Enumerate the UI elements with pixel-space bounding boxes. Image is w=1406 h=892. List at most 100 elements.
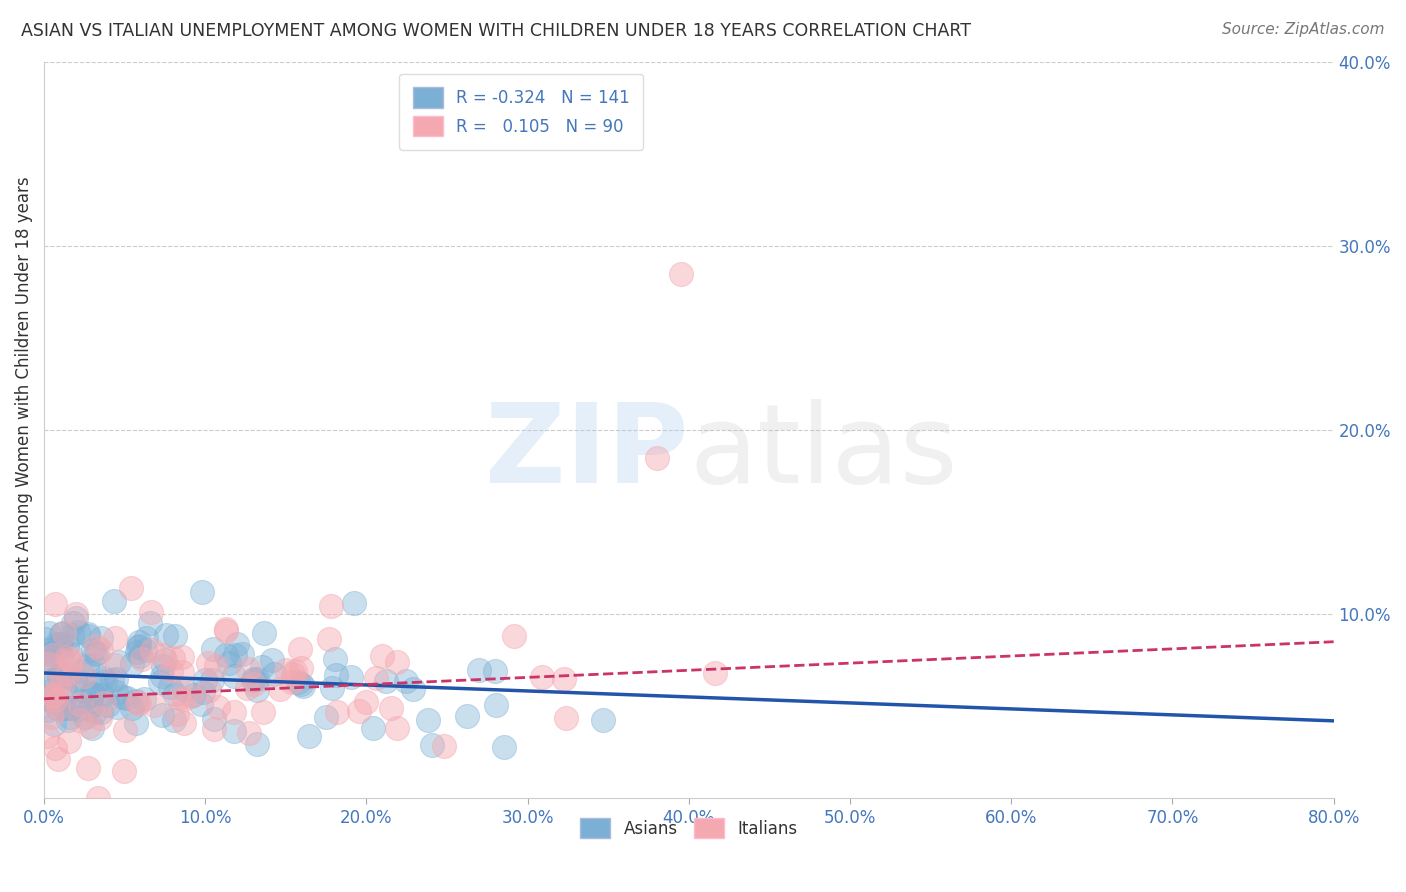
Asians xyxy=(592,713,614,727)
Asians xyxy=(121,657,143,671)
Asians xyxy=(129,648,152,663)
Asians xyxy=(38,626,60,640)
Italians xyxy=(39,709,62,723)
Asians xyxy=(125,694,148,708)
Asians xyxy=(97,698,120,713)
Asians xyxy=(55,686,77,700)
Asians xyxy=(420,738,443,752)
Asians xyxy=(224,723,246,738)
Asians xyxy=(135,632,157,646)
Asians xyxy=(42,673,65,687)
Italians xyxy=(51,678,73,692)
Asians xyxy=(48,637,70,651)
Italians xyxy=(73,669,96,683)
Asians xyxy=(243,672,266,686)
Asians xyxy=(315,710,337,724)
Italians xyxy=(84,639,107,653)
Asians xyxy=(127,640,149,654)
Italians xyxy=(125,696,148,710)
Asians xyxy=(340,670,363,684)
Asians xyxy=(150,707,173,722)
Asians xyxy=(225,637,247,651)
Italians xyxy=(46,701,69,715)
Asians xyxy=(215,648,238,662)
Asians xyxy=(91,688,114,702)
Asians xyxy=(139,616,162,631)
Asians xyxy=(105,700,128,714)
Asians xyxy=(49,627,72,641)
Asians xyxy=(42,654,65,668)
Italians xyxy=(214,624,236,639)
Italians xyxy=(319,599,342,613)
Italians xyxy=(703,665,725,680)
Asians xyxy=(111,690,134,705)
Asians xyxy=(73,710,96,724)
Italians xyxy=(380,701,402,715)
Asians xyxy=(456,709,478,723)
Asians xyxy=(231,647,253,661)
Text: Source: ZipAtlas.com: Source: ZipAtlas.com xyxy=(1222,22,1385,37)
Italians xyxy=(645,450,668,465)
Italians xyxy=(46,752,69,766)
Asians xyxy=(190,697,212,711)
Italians xyxy=(172,665,194,679)
Italians xyxy=(669,267,692,281)
Asians xyxy=(76,658,98,673)
Asians xyxy=(153,653,176,667)
Asians xyxy=(58,713,80,727)
Asians xyxy=(37,703,59,717)
Italians xyxy=(385,721,408,735)
Italians xyxy=(79,719,101,733)
Italians xyxy=(46,679,69,693)
Asians xyxy=(298,729,321,743)
Asians xyxy=(224,669,246,683)
Asians xyxy=(39,683,62,698)
Asians xyxy=(159,680,181,694)
Asians xyxy=(263,666,285,681)
Asians xyxy=(77,702,100,716)
Italians xyxy=(89,711,111,725)
Italians xyxy=(224,705,246,719)
Asians xyxy=(34,632,56,646)
Italians xyxy=(541,101,564,115)
Italians xyxy=(42,688,65,702)
Asians xyxy=(181,688,204,702)
Asians xyxy=(128,635,150,649)
Italians xyxy=(385,656,408,670)
Asians xyxy=(83,647,105,661)
Italians xyxy=(242,677,264,691)
Asians xyxy=(84,677,107,691)
Italians xyxy=(207,700,229,714)
Asians xyxy=(121,701,143,715)
Text: atlas: atlas xyxy=(689,399,957,506)
Asians xyxy=(55,640,77,654)
Italians xyxy=(44,597,66,611)
Asians xyxy=(224,648,246,662)
Asians xyxy=(90,705,112,719)
Asians xyxy=(48,669,70,683)
Asians xyxy=(173,682,195,697)
Asians xyxy=(86,646,108,660)
Italians xyxy=(142,698,165,712)
Italians xyxy=(236,681,259,696)
Italians xyxy=(60,655,83,669)
Italians xyxy=(349,704,371,718)
Asians xyxy=(80,698,103,713)
Asians xyxy=(59,700,82,714)
Asians xyxy=(45,637,67,651)
Asians xyxy=(191,585,214,599)
Asians xyxy=(90,631,112,645)
Legend: Asians, Italians: Asians, Italians xyxy=(574,812,804,845)
Italians xyxy=(128,696,150,710)
Asians xyxy=(34,653,56,667)
Asians xyxy=(49,640,72,654)
Italians xyxy=(198,683,221,698)
Asians xyxy=(155,628,177,642)
Italians xyxy=(58,733,80,747)
Asians xyxy=(343,596,366,610)
Asians xyxy=(253,626,276,640)
Italians xyxy=(152,648,174,663)
Italians xyxy=(139,605,162,619)
Asians xyxy=(82,688,104,702)
Asians xyxy=(62,681,84,695)
